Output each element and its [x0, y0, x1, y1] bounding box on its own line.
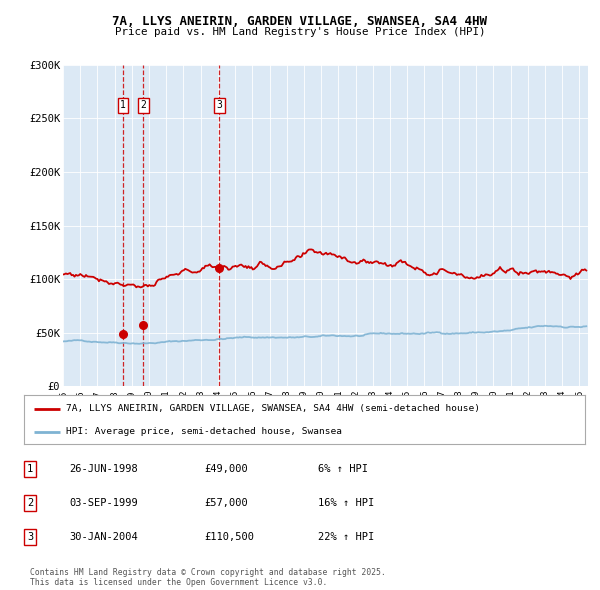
Text: £110,500: £110,500 [204, 532, 254, 542]
Text: 2: 2 [140, 100, 146, 110]
Text: 26-JUN-1998: 26-JUN-1998 [69, 464, 138, 474]
Text: 03-SEP-1999: 03-SEP-1999 [69, 498, 138, 507]
Text: Price paid vs. HM Land Registry's House Price Index (HPI): Price paid vs. HM Land Registry's House … [115, 27, 485, 37]
Text: 1: 1 [120, 100, 126, 110]
Text: HPI: Average price, semi-detached house, Swansea: HPI: Average price, semi-detached house,… [66, 427, 342, 436]
Text: 7A, LLYS ANEIRIN, GARDEN VILLAGE, SWANSEA, SA4 4HW (semi-detached house): 7A, LLYS ANEIRIN, GARDEN VILLAGE, SWANSE… [66, 404, 480, 414]
Text: 16% ↑ HPI: 16% ↑ HPI [318, 498, 374, 507]
Text: 30-JAN-2004: 30-JAN-2004 [69, 532, 138, 542]
Text: 3: 3 [217, 100, 222, 110]
Text: 6% ↑ HPI: 6% ↑ HPI [318, 464, 368, 474]
Text: 1: 1 [27, 464, 33, 474]
Text: 22% ↑ HPI: 22% ↑ HPI [318, 532, 374, 542]
Text: 3: 3 [27, 532, 33, 542]
Text: Contains HM Land Registry data © Crown copyright and database right 2025.
This d: Contains HM Land Registry data © Crown c… [30, 568, 386, 587]
Text: 2: 2 [27, 498, 33, 507]
Text: 7A, LLYS ANEIRIN, GARDEN VILLAGE, SWANSEA, SA4 4HW: 7A, LLYS ANEIRIN, GARDEN VILLAGE, SWANSE… [113, 15, 487, 28]
Text: £57,000: £57,000 [204, 498, 248, 507]
Text: £49,000: £49,000 [204, 464, 248, 474]
